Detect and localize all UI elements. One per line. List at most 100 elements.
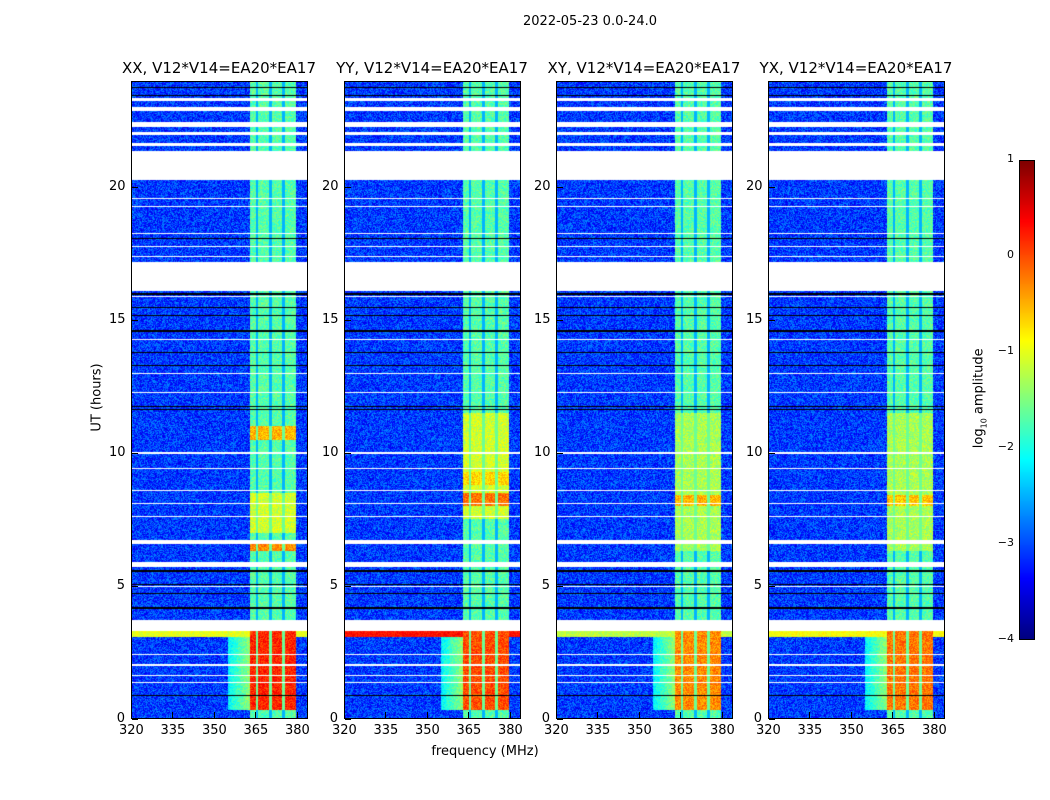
x-tick-label: 320 [756, 723, 781, 738]
x-tick-label: 335 [160, 723, 186, 738]
y-tick-mark [769, 187, 775, 189]
y-tick-mark [557, 453, 563, 455]
x-tick-mark [385, 712, 387, 718]
y-tick-mark [557, 719, 563, 720]
y-tick-mark [345, 320, 351, 322]
y-tick-label: 5 [753, 578, 762, 594]
y-tick-mark [557, 187, 563, 189]
x-tick-mark [344, 712, 345, 718]
y-tick-label: 15 [534, 312, 551, 328]
y-tick-label: 15 [322, 312, 339, 328]
y-tick-mark [769, 453, 775, 455]
y-tick-label: 10 [746, 445, 763, 461]
colorbar-tick-label: −4 [997, 632, 1014, 645]
y-tick-label: 20 [322, 179, 339, 195]
colorbar-tick-label: −3 [997, 536, 1014, 549]
x-tick-mark [680, 712, 682, 718]
y-tick-label: 15 [746, 312, 763, 328]
colorbar-tick-label: 0 [1007, 248, 1014, 261]
waterfall-heatmap [345, 82, 520, 718]
y-tick-mark [132, 719, 138, 720]
y-tick-label: 20 [534, 179, 551, 195]
waterfall-panel [344, 81, 521, 719]
y-tick-label: 10 [534, 445, 551, 461]
x-tick-mark [933, 712, 935, 718]
y-tick-label: 0 [329, 711, 338, 726]
x-tick-label: 380 [921, 723, 947, 738]
y-tick-label: 5 [541, 578, 550, 594]
x-tick-label: 335 [585, 723, 611, 738]
panel-title: YY, V12*V14=EA20*EA17 [336, 59, 528, 77]
panel-title: XY, V12*V14=EA20*EA17 [547, 59, 741, 77]
y-tick-mark [769, 586, 775, 588]
y-axis-label: UT (hours) [89, 363, 105, 432]
x-tick-mark [296, 712, 298, 718]
x-tick-mark [809, 712, 811, 718]
x-tick-mark [721, 712, 723, 718]
waterfall-heatmap [557, 82, 732, 718]
y-tick-label: 10 [322, 445, 339, 461]
x-tick-mark [556, 712, 557, 718]
y-tick-mark [345, 586, 351, 588]
x-tick-mark [426, 712, 428, 718]
y-tick-label: 15 [109, 312, 126, 328]
x-tick-label: 380 [497, 723, 523, 738]
x-tick-mark [213, 712, 215, 718]
waterfall-panel [768, 81, 945, 719]
x-tick-mark [509, 712, 511, 718]
x-tick-label: 350 [626, 723, 652, 738]
y-tick-mark [345, 719, 351, 720]
x-tick-mark [172, 712, 174, 718]
y-tick-label: 0 [116, 711, 125, 726]
y-tick-label: 20 [746, 179, 763, 195]
x-tick-label: 365 [668, 723, 694, 738]
colorbar-tick-label: −2 [997, 440, 1014, 453]
colorbar-tick-label: 1 [1007, 152, 1014, 165]
x-tick-mark [597, 712, 599, 718]
y-tick-label: 5 [116, 578, 125, 594]
y-tick-mark [132, 453, 138, 455]
panel-title: XX, V12*V14=EA20*EA17 [121, 59, 316, 77]
y-tick-mark [557, 586, 563, 588]
x-tick-label: 365 [243, 723, 269, 738]
y-tick-label: 5 [329, 578, 338, 594]
waterfall-panel [131, 81, 308, 719]
x-tick-label: 365 [880, 723, 906, 738]
y-tick-mark [345, 187, 351, 189]
x-tick-mark [638, 712, 640, 718]
x-tick-mark [850, 712, 852, 718]
x-tick-label: 335 [797, 723, 823, 738]
waterfall-panel [556, 81, 733, 719]
waterfall-heatmap [769, 82, 944, 718]
colorbar-tick-label: −1 [997, 344, 1014, 357]
x-tick-label: 380 [284, 723, 310, 738]
x-tick-label: 380 [709, 723, 735, 738]
y-tick-mark [345, 453, 351, 455]
y-tick-label: 0 [753, 711, 762, 726]
x-tick-mark [468, 712, 470, 718]
y-tick-mark [132, 187, 138, 189]
x-tick-mark [131, 712, 132, 718]
colorbar-gradient [1020, 161, 1034, 639]
y-tick-label: 20 [109, 179, 126, 195]
x-tick-label: 320 [119, 723, 144, 738]
x-tick-label: 365 [456, 723, 482, 738]
y-tick-mark [769, 719, 775, 720]
y-tick-label: 0 [541, 711, 550, 726]
x-tick-label: 320 [332, 723, 357, 738]
x-tick-label: 350 [201, 723, 227, 738]
y-tick-mark [557, 320, 563, 322]
figure-title: 2022-05-23 0.0-24.0 [523, 14, 657, 29]
x-tick-label: 350 [838, 723, 864, 738]
waterfall-heatmap [132, 82, 307, 718]
colorbar-label: log10 amplitude [971, 348, 989, 449]
y-tick-mark [769, 320, 775, 322]
y-tick-mark [132, 320, 138, 322]
colorbar [1019, 160, 1035, 640]
x-tick-mark [768, 712, 769, 718]
x-tick-label: 350 [414, 723, 440, 738]
x-tick-label: 320 [544, 723, 569, 738]
x-tick-mark [892, 712, 894, 718]
y-tick-mark [132, 586, 138, 588]
